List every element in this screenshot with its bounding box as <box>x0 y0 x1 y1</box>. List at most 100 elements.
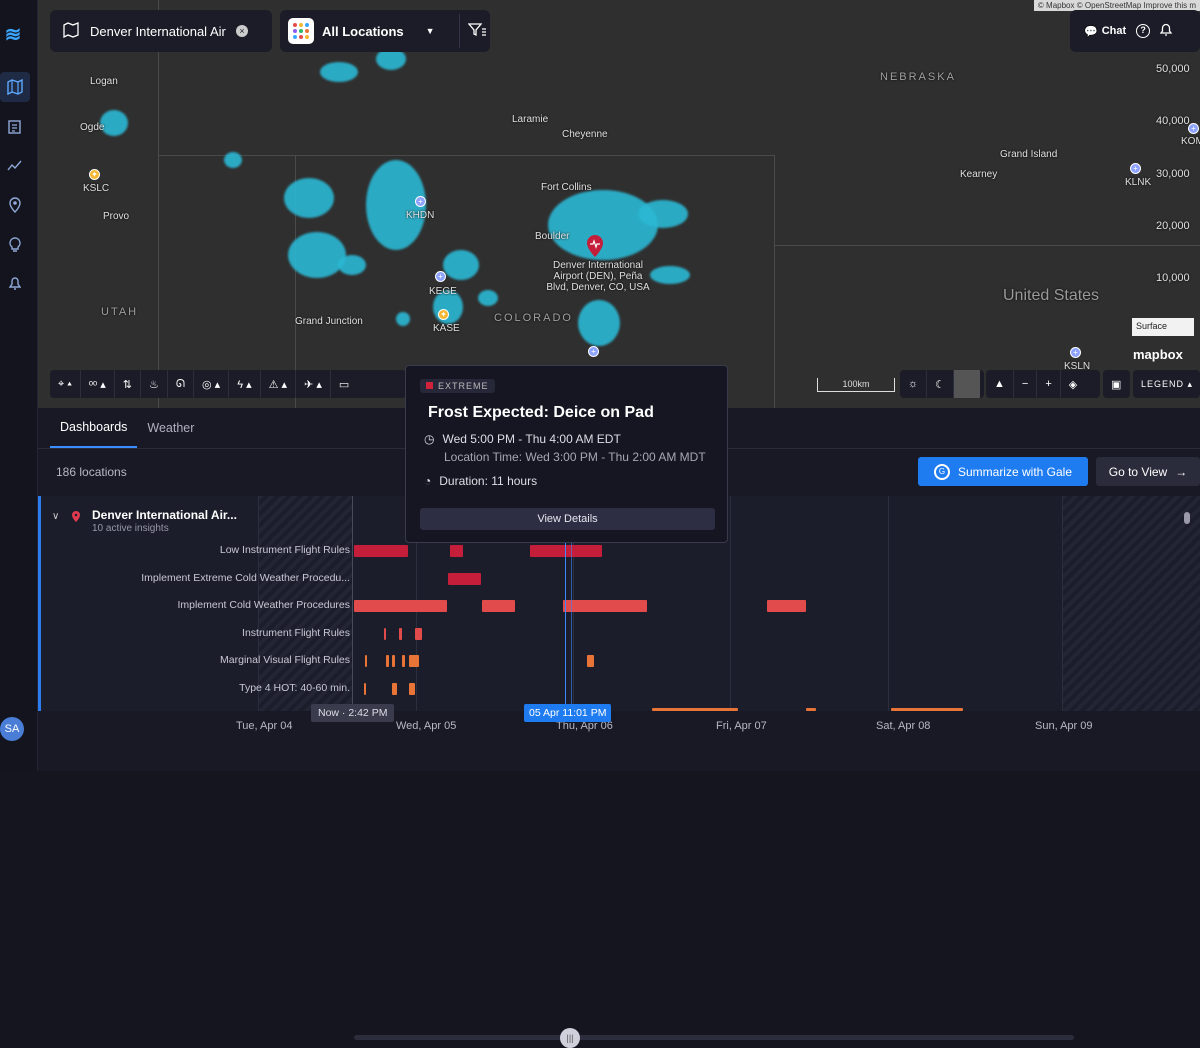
wind-layer-icon[interactable]: ᵒᵒ ▴ <box>81 370 115 398</box>
chevron-down-icon[interactable]: ▼ <box>425 26 435 36</box>
location-search[interactable]: Denver International Airp × <box>50 10 272 52</box>
lightning-icon[interactable]: ϟ ▴ <box>229 370 261 398</box>
insight-bar[interactable] <box>392 683 397 695</box>
tab-dashboards[interactable]: Dashboards <box>50 408 138 448</box>
locations-filter[interactable]: All Locations ▼ <box>280 10 490 52</box>
insight-bar[interactable] <box>354 545 408 557</box>
insight-bar[interactable] <box>354 600 447 612</box>
insight-bar[interactable] <box>409 683 415 695</box>
insight-bar[interactable] <box>399 628 402 640</box>
hurricane-icon[interactable]: ᘏ <box>168 370 194 398</box>
notifications-bell-icon[interactable] <box>1159 23 1173 40</box>
insight-bar[interactable] <box>415 628 422 640</box>
airport-icon[interactable]: + <box>1130 163 1141 174</box>
map-nav-icon[interactable] <box>0 72 30 102</box>
filter-icon[interactable] <box>467 22 486 40</box>
timeline-scroll-handle[interactable]: ||| <box>560 1028 580 1048</box>
city-label: Grand Island <box>1000 149 1058 160</box>
satellite-icon[interactable] <box>953 370 980 398</box>
airport-icon[interactable]: + <box>588 346 599 357</box>
city-label: Ogde <box>80 122 105 133</box>
duration-row: ◔ Duration: 11 hours <box>424 474 713 488</box>
altitude-label: 30,000 <box>1156 168 1190 180</box>
airport-icon[interactable]: + <box>1070 347 1081 358</box>
summarize-with-gale-button[interactable]: G Summarize with Gale <box>918 457 1088 486</box>
chat-label: Chat <box>1101 25 1127 37</box>
compass-icon[interactable]: ▲ <box>986 370 1014 398</box>
past-time-hatch <box>258 496 352 711</box>
airport-warning-icon[interactable]: ✦ <box>438 309 449 320</box>
radar-icon[interactable]: ◎ ▴ <box>194 370 230 398</box>
insights-nav-icon[interactable] <box>0 230 30 260</box>
legend-button[interactable]: LEGEND ▴ <box>1133 370 1200 398</box>
airport-icon[interactable]: + <box>1188 123 1199 134</box>
keyboard-icon[interactable]: ▭ <box>338 378 350 391</box>
insight-bar[interactable] <box>392 655 395 667</box>
app-logo-icon[interactable]: ≋ <box>4 24 22 46</box>
view-details-button[interactable]: View Details <box>420 508 715 530</box>
help-icon[interactable]: ? <box>1136 24 1151 38</box>
insight-bar[interactable] <box>652 708 738 711</box>
insight-bar[interactable] <box>402 655 405 667</box>
search-input[interactable]: Denver International Airp <box>90 23 226 39</box>
weather-map[interactable]: Logan Ogde ✦ KSLC Provo UTAH Laramie Che… <box>38 0 1200 408</box>
insight-bar[interactable] <box>384 628 386 640</box>
insight-bar[interactable] <box>364 683 366 695</box>
insight-bar[interactable] <box>563 600 647 612</box>
analytics-nav-icon[interactable] <box>0 150 30 180</box>
insight-bar[interactable] <box>409 655 419 667</box>
clear-search-icon[interactable]: × <box>236 25 248 37</box>
insight-bar[interactable] <box>891 708 963 711</box>
arrow-right-icon: → <box>1175 464 1188 479</box>
insight-bar[interactable] <box>365 655 367 667</box>
city-label: Boulder <box>535 231 570 242</box>
location-name[interactable]: Denver International Air... <box>92 508 237 522</box>
insight-bar[interactable] <box>530 545 602 557</box>
sun-icon[interactable]: ☼ <box>900 370 928 398</box>
selected-location-pin-icon[interactable] <box>586 234 604 258</box>
locations-nav-icon[interactable] <box>0 190 30 220</box>
airport-warning-icon[interactable]: ✦ <box>89 169 100 180</box>
radar-echo <box>100 110 128 136</box>
user-avatar[interactable]: SA <box>0 717 24 741</box>
timeline-scroll-track[interactable] <box>354 1035 1074 1040</box>
surface-label[interactable]: Surface <box>1132 318 1194 336</box>
insight-bar[interactable] <box>386 655 389 667</box>
insight-row-label: Low Instrument Flight Rules <box>219 544 350 556</box>
airport-icon[interactable]: + <box>415 196 426 207</box>
zoom-in-icon[interactable]: + <box>1037 370 1061 398</box>
insight-bar[interactable] <box>806 708 816 711</box>
insight-bar[interactable] <box>450 545 463 557</box>
collapse-chevron-icon[interactable]: ∨ <box>52 511 60 522</box>
insight-bar[interactable] <box>767 600 806 612</box>
time-cursor-label[interactable]: 05 Apr 11:01 PM <box>524 704 612 722</box>
vertical-scrollbar[interactable] <box>1184 512 1190 524</box>
fire-icon[interactable]: ♨ <box>141 370 168 398</box>
airplane-icon[interactable]: ✈ ▴ <box>296 370 331 398</box>
alerts-nav-icon[interactable] <box>0 268 30 298</box>
day-gridline <box>1062 496 1063 711</box>
radar-echo <box>433 290 463 324</box>
mapbox-logo: mapbox <box>1133 347 1183 362</box>
insight-bar[interactable] <box>482 600 515 612</box>
sliders-icon[interactable]: ⇅ <box>115 370 141 398</box>
go-to-view-button[interactable]: Go to View → <box>1096 457 1200 486</box>
divider <box>458 14 460 48</box>
chat-button[interactable]: 💬 Chat <box>1084 25 1126 38</box>
zoom-out-icon[interactable]: − <box>1014 370 1038 398</box>
day-label: Thu, Apr 06 <box>556 720 613 732</box>
pin-layer-icon[interactable]: ⌖ ▴ <box>50 370 81 398</box>
reports-nav-icon[interactable] <box>0 112 30 142</box>
moon-icon[interactable]: ☾ <box>927 370 954 398</box>
tab-weather[interactable]: Weather <box>147 421 195 435</box>
time-cursor-line[interactable] <box>565 496 566 711</box>
airport-icon[interactable]: + <box>435 271 446 282</box>
insight-bar[interactable] <box>587 655 594 667</box>
airport-label: KLNK <box>1125 177 1152 188</box>
map-attribution[interactable]: © Mapbox © OpenStreetMap Improve this m <box>1033 0 1200 11</box>
insight-row-label: Instrument Flight Rules <box>242 627 350 639</box>
insight-bar[interactable] <box>448 573 481 585</box>
3d-view-icon[interactable]: ◈ <box>1068 378 1078 391</box>
presentation-icon[interactable]: ▣ <box>1103 370 1130 398</box>
warning-icon[interactable]: ⚠ ▴ <box>261 370 297 398</box>
